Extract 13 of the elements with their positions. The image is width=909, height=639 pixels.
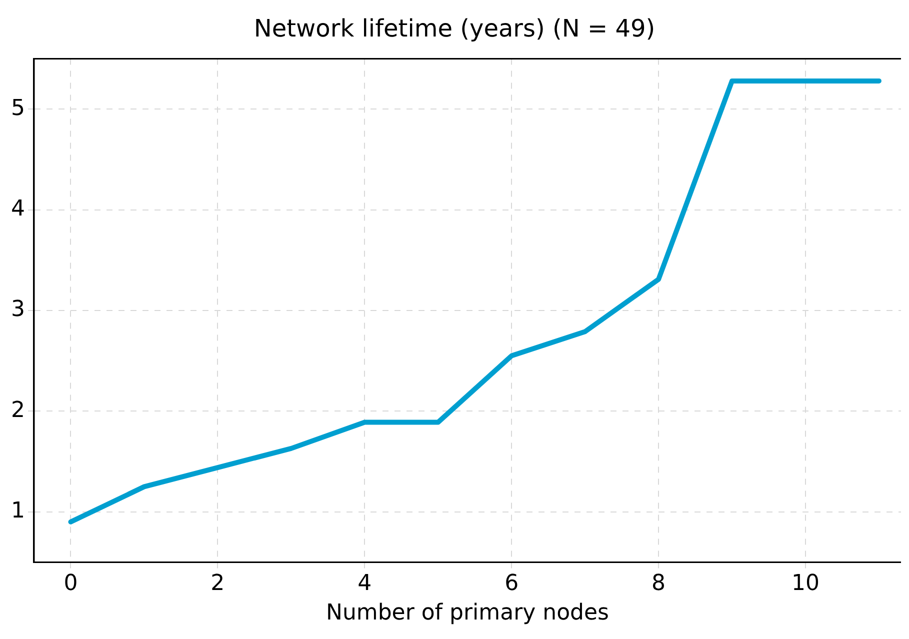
x-tick-label: 8 <box>652 571 666 596</box>
y-tick-label: 4 <box>10 196 25 222</box>
y-tick-label: 1 <box>10 498 25 524</box>
y-tick-label: 5 <box>10 96 25 121</box>
y-tick-label: 3 <box>10 297 25 322</box>
x-axis-title: Number of primary nodes <box>326 600 610 626</box>
chart-title: Network lifetime (years) (N = 49) <box>254 14 656 43</box>
x-tick-label: 2 <box>210 571 225 596</box>
y-tick-label: 2 <box>10 398 25 423</box>
x-tick-label: 4 <box>358 571 372 596</box>
x-tick-label: 6 <box>504 571 519 596</box>
x-tick-label: 10 <box>791 571 820 596</box>
x-tick-label: 0 <box>64 571 78 596</box>
